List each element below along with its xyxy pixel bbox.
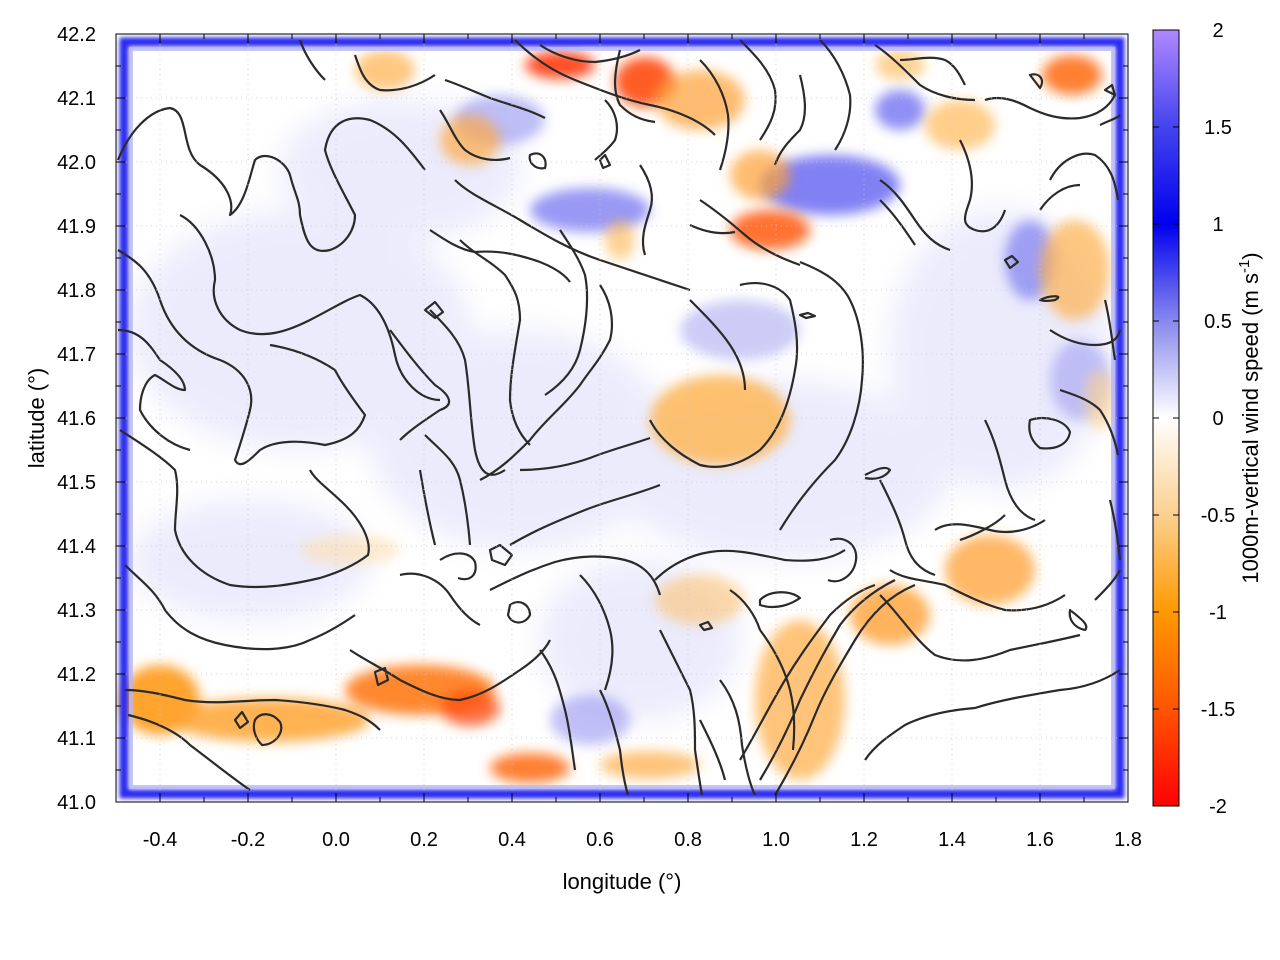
colorbar-axis: 2 1.5 1 0.5 0 -0.5 -1 -1.5 -2	[1153, 20, 1235, 818]
x-tick-label: 0.8	[674, 829, 702, 851]
y-tick-label: 41.7	[57, 344, 96, 366]
y-tick-label: 42.0	[57, 152, 96, 174]
x-axis: -0.4 -0.2 0.0 0.2 0.4 0.6 0.8 1.0 1.2 1.4 1.6 1.8	[143, 34, 1142, 851]
colorbar-tick-label: 1.5	[1204, 117, 1232, 139]
y-tick-label: 41.2	[57, 664, 96, 686]
y-tick-label: 42.1	[57, 88, 96, 110]
y-tick-label: 41.4	[57, 536, 96, 558]
x-tick-label: 0.6	[586, 829, 614, 851]
x-tick-label: 1.6	[1026, 829, 1054, 851]
colorbar-tick-label: -1.5	[1201, 699, 1235, 721]
y-tick-label: 41.3	[57, 600, 96, 622]
downdraft-zones	[120, 50, 1115, 783]
colorbar-tick-label: 0.5	[1204, 311, 1232, 333]
colorbar-tick-label: 0	[1212, 408, 1223, 430]
colorbar-title-end: )	[1238, 252, 1263, 259]
y-axis: 41.0 41.1 41.2 41.3 41.4 41.5 41.6 41.7 41.8 41.9…	[57, 24, 1128, 814]
x-tick-label: 1.0	[762, 829, 790, 851]
colorbar-tick-label: -1	[1209, 602, 1227, 624]
terrain-contours	[116, 39, 1122, 796]
colorbar-title: 1000m-vertical wind speed (m s-1)	[1236, 252, 1263, 583]
y-axis-title: latitude (°)	[24, 368, 49, 469]
colorbar-tick-label: 2	[1212, 20, 1223, 42]
x-tick-label: 1.4	[938, 829, 966, 851]
x-axis-title: longitude (°)	[563, 869, 682, 894]
grid-lines	[116, 34, 1128, 802]
colorbar-tick-label: -2	[1209, 796, 1227, 818]
colorbar-tick-label: 1	[1212, 214, 1223, 236]
y-tick-label: 42.2	[57, 24, 96, 46]
colorbar-title-sup: -1	[1236, 260, 1253, 273]
x-tick-label: 0.4	[498, 829, 526, 851]
y-tick-label: 41.6	[57, 408, 96, 430]
y-tick-label: 41.8	[57, 280, 96, 302]
wind-field-heatmap	[116, 37, 1125, 799]
colorbar-tick-label: -0.5	[1201, 505, 1235, 527]
x-tick-label: -0.2	[231, 829, 265, 851]
y-tick-label: 41.5	[57, 472, 96, 494]
x-tick-label: -0.4	[143, 829, 177, 851]
y-tick-label: 41.9	[57, 216, 96, 238]
x-tick-label: 1.2	[850, 829, 878, 851]
x-tick-label: 0.2	[410, 829, 438, 851]
y-tick-label: 41.0	[57, 792, 96, 814]
x-tick-label: 1.8	[1114, 829, 1142, 851]
x-tick-label: 0.0	[322, 829, 350, 851]
y-tick-label: 41.1	[57, 728, 96, 750]
colorbar-title-main: 1000m-vertical wind speed (m s	[1238, 273, 1263, 584]
